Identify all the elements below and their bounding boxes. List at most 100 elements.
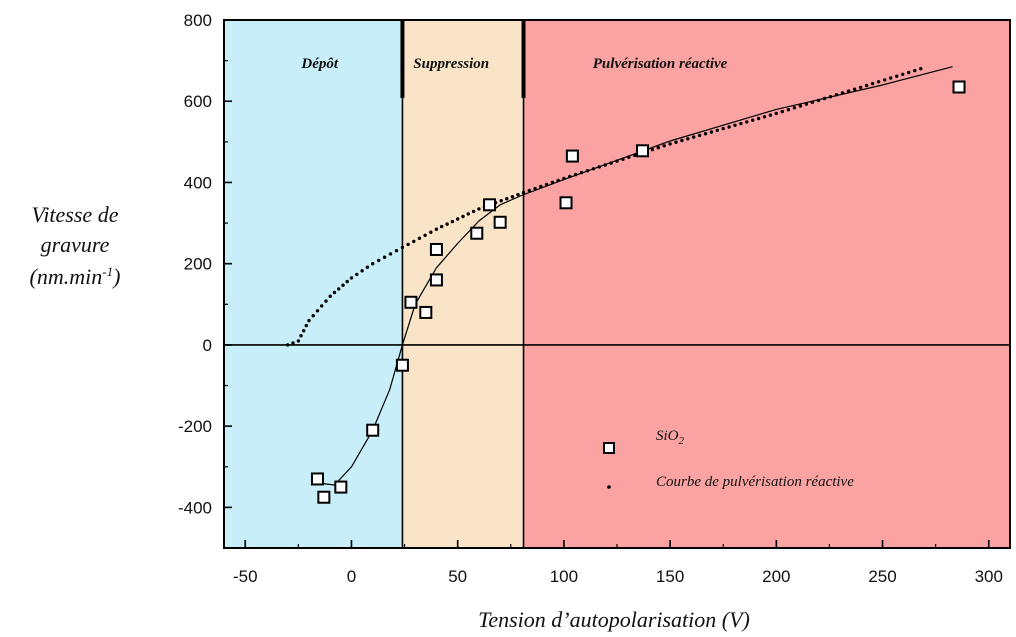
reactive-curve-dot-27 [412, 239, 416, 244]
x-tick-label-150: 150 [656, 567, 684, 586]
reactive-curve-dot-81 [721, 126, 725, 131]
sio2-point-0 [310, 472, 324, 486]
y-tick-label-400: 400 [184, 173, 212, 192]
reactive-curve-dot-99 [828, 95, 833, 99]
reactive-curve-dot-49 [533, 186, 537, 191]
reactive-curve-dot-89 [768, 113, 773, 117]
region-boundaries [400, 20, 526, 548]
reactive-curve-dot-12 [332, 290, 337, 295]
sio2-point-1 [317, 490, 331, 504]
y-axis-ticks: -400 -200 0 200 400 600 800 [178, 11, 232, 549]
reactive-curve-dot-82 [727, 125, 731, 129]
reactive-curve-dot-101 [840, 91, 845, 95]
reactive-curve-dot-9 [320, 304, 324, 308]
reactive-curve-dot-108 [883, 78, 887, 82]
reactive-curve-dot-52 [550, 180, 555, 185]
reactive-curve-dot-45 [510, 195, 515, 199]
reactive-curve-dot-91 [780, 109, 784, 114]
sio2-point-10 [483, 198, 497, 212]
region-label-2: Pulvérisation réactive [593, 56, 728, 72]
legend: SiO2 Courbe de pulvérisation réactive [603, 428, 854, 490]
reactive-curve-dot-10 [324, 299, 328, 303]
reactive-curve-dot-47 [521, 190, 526, 195]
reactive-curve-dot-65 [627, 155, 631, 159]
legend-label-sio2: SiO2 [656, 428, 685, 447]
reactive-curve-dot-111 [901, 72, 905, 77]
reactive-curve-dot-87 [756, 116, 761, 121]
reactive-curve-dot-1 [291, 341, 295, 345]
sio2-point-11 [493, 215, 507, 229]
reactive-curve-dot-20 [371, 262, 375, 266]
reactive-curve-dot-21 [377, 258, 381, 263]
reactive-curve-dot-100 [834, 93, 839, 97]
reactive-curve-dot-59 [591, 167, 596, 171]
reactive-curve-dot-22 [382, 255, 387, 259]
y-tick-label-800: 800 [184, 11, 212, 30]
reactive-curve-dot-88 [762, 115, 767, 119]
reactive-curve-dot-17 [355, 272, 359, 277]
reactive-curve-dot-76 [692, 135, 696, 139]
y-axis-title-line2: gravure [41, 232, 110, 257]
reactive-curve-dot-30 [429, 230, 433, 234]
reactive-curve-dot-46 [516, 192, 520, 197]
reactive-curve-dot-54 [562, 176, 566, 181]
reactive-curve-dot-13 [337, 287, 341, 291]
reactive-curve-dot-86 [751, 118, 755, 122]
legend-marker-dot [607, 485, 611, 489]
sio2-point-2 [334, 480, 348, 494]
reactive-curve-dot-94 [798, 104, 803, 108]
x-tick-label--50: -50 [233, 567, 258, 586]
reactive-curve-dot-84 [739, 121, 743, 126]
sio2-point-6 [419, 305, 433, 319]
reactive-curve-dot-103 [852, 87, 857, 91]
x-tick-label-200: 200 [762, 567, 790, 586]
reactive-curve-dot-107 [876, 80, 881, 84]
reactive-curve-dot-28 [417, 236, 422, 240]
reactive-curve-dot-34 [450, 219, 455, 224]
reactive-curve-dot-79 [709, 130, 714, 134]
sio2-point-8 [429, 273, 443, 287]
reactive-curve-dot-73 [674, 140, 678, 144]
reactive-curve-dot-8 [315, 309, 320, 313]
reactive-curve-dot-75 [686, 137, 690, 141]
reactive-curve-dot-38 [471, 209, 476, 214]
reactive-curve-dot-60 [597, 165, 601, 169]
reactive-curve-dot-114 [919, 67, 923, 71]
y-tick-label-600: 600 [184, 92, 212, 111]
reactive-curve-dot-74 [680, 138, 684, 143]
reactive-curve-dot-93 [792, 106, 797, 110]
reactive-curve-dot-102 [846, 89, 851, 93]
x-tick-label-50: 50 [448, 567, 467, 586]
region-1 [402, 20, 524, 548]
reactive-curve-dot-5 [304, 323, 308, 328]
reactive-curve-dot-15 [345, 279, 349, 284]
x-tick-label-100: 100 [550, 567, 578, 586]
reactive-curve-dot-96 [810, 100, 815, 104]
fit-line [317, 66, 953, 486]
sio2-point-14 [635, 144, 649, 158]
reactive-curve-dot-110 [895, 74, 899, 78]
reactive-curve-dot-57 [579, 170, 584, 175]
reactive-curve-dot-18 [360, 269, 364, 273]
reactive-curve-dot-35 [456, 217, 460, 221]
reactive-curve-dot-51 [544, 182, 549, 187]
reactive-curve-dot-2 [296, 339, 301, 343]
x-axis-ticks: -50 0 50 100 150 200 250 300 [233, 540, 1003, 586]
x-axis-title: Tension d’autopolarisation (V) [478, 607, 750, 632]
reactive-curve-dot-7 [311, 314, 315, 318]
legend-marker-square [603, 442, 615, 454]
reactive-curve-dot-55 [568, 174, 572, 179]
reactive-curve-dot-26 [406, 242, 410, 247]
regions-layer [224, 20, 1010, 548]
reactive-curve-dot-66 [633, 153, 637, 158]
reactive-curve-dot-62 [609, 161, 613, 165]
reactive-curve-dot-70 [656, 146, 660, 150]
reactive-curve-dot-106 [870, 81, 875, 86]
reactive-curve-dot-16 [349, 276, 354, 280]
reactive-curve-dot-39 [477, 207, 481, 211]
reactive-curve-dot-19 [365, 265, 370, 269]
y-tick-label--400: -400 [178, 498, 212, 517]
reactive-curve-dot-32 [440, 224, 444, 229]
reactive-curve-dot-83 [733, 123, 737, 128]
series-layer [286, 66, 966, 504]
